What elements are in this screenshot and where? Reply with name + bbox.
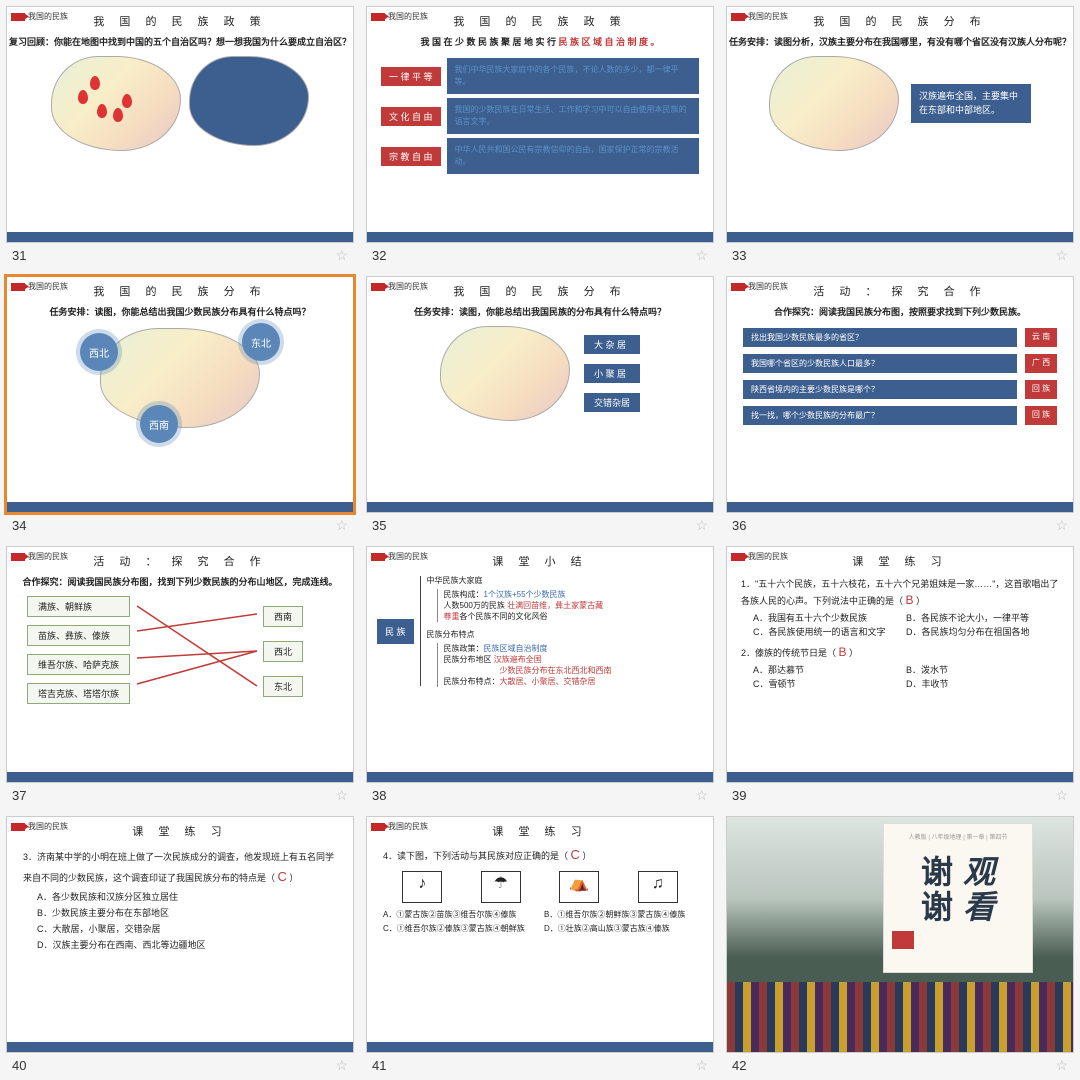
tag-sw: 西南 <box>140 405 178 443</box>
feature-box: 大 杂 居 <box>584 335 640 354</box>
brand-label: 我国的民族 <box>28 821 68 832</box>
root-node: 民 族 <box>377 619 414 644</box>
brand-label: 我国的民族 <box>28 281 68 292</box>
slide-subtitle: 任务安排：读图，你能总结出我国民族的分布具有什么特点吗？ <box>367 305 713 318</box>
star-icon[interactable]: ☆ <box>1055 247 1068 264</box>
slide-thumb[interactable]: 我国的民族 课 堂 小 结 民 族 中华民族大家庭 民族构成：1个汉族+55个少… <box>366 546 714 783</box>
connection-lines <box>27 596 333 706</box>
slide-subtitle: 任务安排：读图分析，汉族主要分布在我国哪里，有没有哪个省区没有汉族人分布呢？ <box>727 35 1073 48</box>
slide-number: 40 <box>12 1058 26 1073</box>
map <box>100 328 260 428</box>
slide-subtitle: 任务安排：读图，你能总结出我国少数民族分布具有什么特点吗？ <box>7 305 353 318</box>
slide-cell-42[interactable]: 人教版 | 八年级地理 | 第一章 | 第四节 谢 谢 观 看 42 ☆ <box>726 816 1074 1074</box>
flag-icon <box>731 553 745 561</box>
slide-thumb[interactable]: 人教版 | 八年级地理 | 第一章 | 第四节 谢 谢 观 看 <box>726 816 1074 1053</box>
slide-thumb[interactable]: 我国的民族 我 国 的 民 族 分 布 任务安排：读图，你能总结出我国民族的分布… <box>366 276 714 513</box>
brand-label: 我国的民族 <box>748 11 788 22</box>
slide-thumb[interactable]: 我国的民族 活 动 ： 探 究 合 作 合作探究：阅读我国民族分布图，找到下列少… <box>6 546 354 783</box>
flag-icon <box>371 553 385 561</box>
slide-cell-38[interactable]: 我国的民族 课 堂 小 结 民 族 中华民族大家庭 民族构成：1个汉族+55个少… <box>366 546 714 804</box>
star-icon[interactable]: ☆ <box>335 1057 348 1074</box>
slide-number: 31 <box>12 248 26 263</box>
star-icon[interactable]: ☆ <box>695 517 708 534</box>
slide-number: 38 <box>372 788 386 803</box>
brand-label: 我国的民族 <box>388 821 428 832</box>
slide-number: 35 <box>372 518 386 533</box>
slide-cell-37[interactable]: 我国的民族 活 动 ： 探 究 合 作 合作探究：阅读我国民族分布图，找到下列少… <box>6 546 354 804</box>
slide-subtitle: 合作探究：阅读我国民族分布图，按照要求找到下列少数民族。 <box>727 305 1073 318</box>
slide-cell-36[interactable]: 我国的民族 活 动 ： 探 究 合 作 合作探究：阅读我国民族分布图，按照要求找… <box>726 276 1074 534</box>
slide-number: 33 <box>732 248 746 263</box>
brand-label: 我国的民族 <box>388 551 428 562</box>
slide-subtitle: 复习回顾：你能在地图中找到中国的五个自治区吗？想一想我国为什么要成立自治区？ <box>7 35 353 48</box>
slide-thumb[interactable]: 我国的民族 我 国 的 民 族 政 策 我 国 在 少 数 民 族 聚 居 地 … <box>366 6 714 243</box>
flag-icon <box>371 823 385 831</box>
slide-grid: 我国的民族 我 国 的 民 族 政 策 复习回顾：你能在地图中找到中国的五个自治… <box>6 6 1074 1074</box>
star-icon[interactable]: ☆ <box>695 1057 708 1074</box>
slide-cell-39[interactable]: 我国的民族 课 堂 练 习 1．"五十六个民族，五十六枝花，五十六个兄弟姐妹是一… <box>726 546 1074 804</box>
flag-icon <box>11 283 25 291</box>
slide-cell-31[interactable]: 我国的民族 我 国 的 民 族 政 策 复习回顾：你能在地图中找到中国的五个自治… <box>6 6 354 264</box>
crowd-photo <box>727 982 1073 1052</box>
brand-label: 我国的民族 <box>748 551 788 562</box>
star-icon[interactable]: ☆ <box>695 787 708 804</box>
slide-number: 36 <box>732 518 746 533</box>
slide-thumb[interactable]: 我国的民族 我 国 的 民 族 政 策 复习回顾：你能在地图中找到中国的五个自治… <box>6 6 354 243</box>
brand-label: 我国的民族 <box>388 11 428 22</box>
slide-thumb[interactable]: 我国的民族 课 堂 练 习 3．济南某中学的小明在班上做了一次民族成分的调查，他… <box>6 816 354 1053</box>
flag-icon <box>11 553 25 561</box>
flag-icon <box>371 283 385 291</box>
slide-number: 34 <box>12 518 26 533</box>
star-icon[interactable]: ☆ <box>335 517 348 534</box>
tag-nw: 西北 <box>80 333 118 371</box>
flag-icon <box>11 823 25 831</box>
map-right <box>189 56 309 146</box>
slide-thumb[interactable]: 我国的民族 我 国 的 民 族 分 布 任务安排：读图分析，汉族主要分布在我国哪… <box>726 6 1074 243</box>
star-icon[interactable]: ☆ <box>1055 517 1068 534</box>
slide-cell-41[interactable]: 我国的民族 课 堂 练 习 4．读下图，下列活动与其民族对应正确的是（ C ） … <box>366 816 714 1074</box>
brand-label: 我国的民族 <box>388 281 428 292</box>
flag-icon <box>731 283 745 291</box>
flag-icon <box>731 13 745 21</box>
brand-label: 我国的民族 <box>28 551 68 562</box>
star-icon[interactable]: ☆ <box>335 247 348 264</box>
flag-icon <box>11 13 25 21</box>
slide-cell-34[interactable]: 我国的民族 我 国 的 民 族 分 布 任务安排：读图，你能总结出我国少数民族分… <box>6 276 354 534</box>
slide-number: 32 <box>372 248 386 263</box>
callout-box: 汉族遍布全国，主要集中在东部和中部地区。 <box>911 84 1031 123</box>
map-left <box>51 56 181 151</box>
slide-cell-33[interactable]: 我国的民族 我 国 的 民 族 分 布 任务安排：读图分析，汉族主要分布在我国哪… <box>726 6 1074 264</box>
star-icon[interactable]: ☆ <box>695 247 708 264</box>
feature-box: 小 聚 居 <box>584 364 640 383</box>
map <box>440 326 570 421</box>
slide-cell-32[interactable]: 我国的民族 我 国 的 民 族 政 策 我 国 在 少 数 民 族 聚 居 地 … <box>366 6 714 264</box>
slide-thumb-selected[interactable]: 我国的民族 我 国 的 民 族 分 布 任务安排：读图，你能总结出我国少数民族分… <box>6 276 354 513</box>
slide-number: 42 <box>732 1058 746 1073</box>
feature-box: 交错杂居 <box>584 393 640 412</box>
star-icon[interactable]: ☆ <box>1055 1057 1068 1074</box>
slide-cell-40[interactable]: 我国的民族 课 堂 练 习 3．济南某中学的小明在班上做了一次民族成分的调查，他… <box>6 816 354 1074</box>
flag-icon <box>371 13 385 21</box>
thanks-card: 人教版 | 八年级地理 | 第一章 | 第四节 谢 谢 观 看 <box>883 823 1033 973</box>
tag-ne: 东北 <box>242 323 280 361</box>
slide-number: 41 <box>372 1058 386 1073</box>
slide-number: 37 <box>12 788 26 803</box>
slide-cell-35[interactable]: 我国的民族 我 国 的 民 族 分 布 任务安排：读图，你能总结出我国民族的分布… <box>366 276 714 534</box>
slide-thumb[interactable]: 我国的民族 课 堂 练 习 1．"五十六个民族，五十六枝花，五十六个兄弟姐妹是一… <box>726 546 1074 783</box>
slide-subtitle: 合作探究：阅读我国民族分布图，找到下列少数民族的分布山地区，完成连线。 <box>7 575 353 588</box>
map <box>769 56 899 151</box>
slide-thumb[interactable]: 我国的民族 课 堂 练 习 4．读下图，下列活动与其民族对应正确的是（ C ） … <box>366 816 714 1053</box>
slide-thumb[interactable]: 我国的民族 活 动 ： 探 究 合 作 合作探究：阅读我国民族分布图，按照要求找… <box>726 276 1074 513</box>
star-icon[interactable]: ☆ <box>335 787 348 804</box>
slide-number: 39 <box>732 788 746 803</box>
star-icon[interactable]: ☆ <box>1055 787 1068 804</box>
brand-label: 我国的民族 <box>28 11 68 22</box>
brand-label: 我国的民族 <box>748 281 788 292</box>
